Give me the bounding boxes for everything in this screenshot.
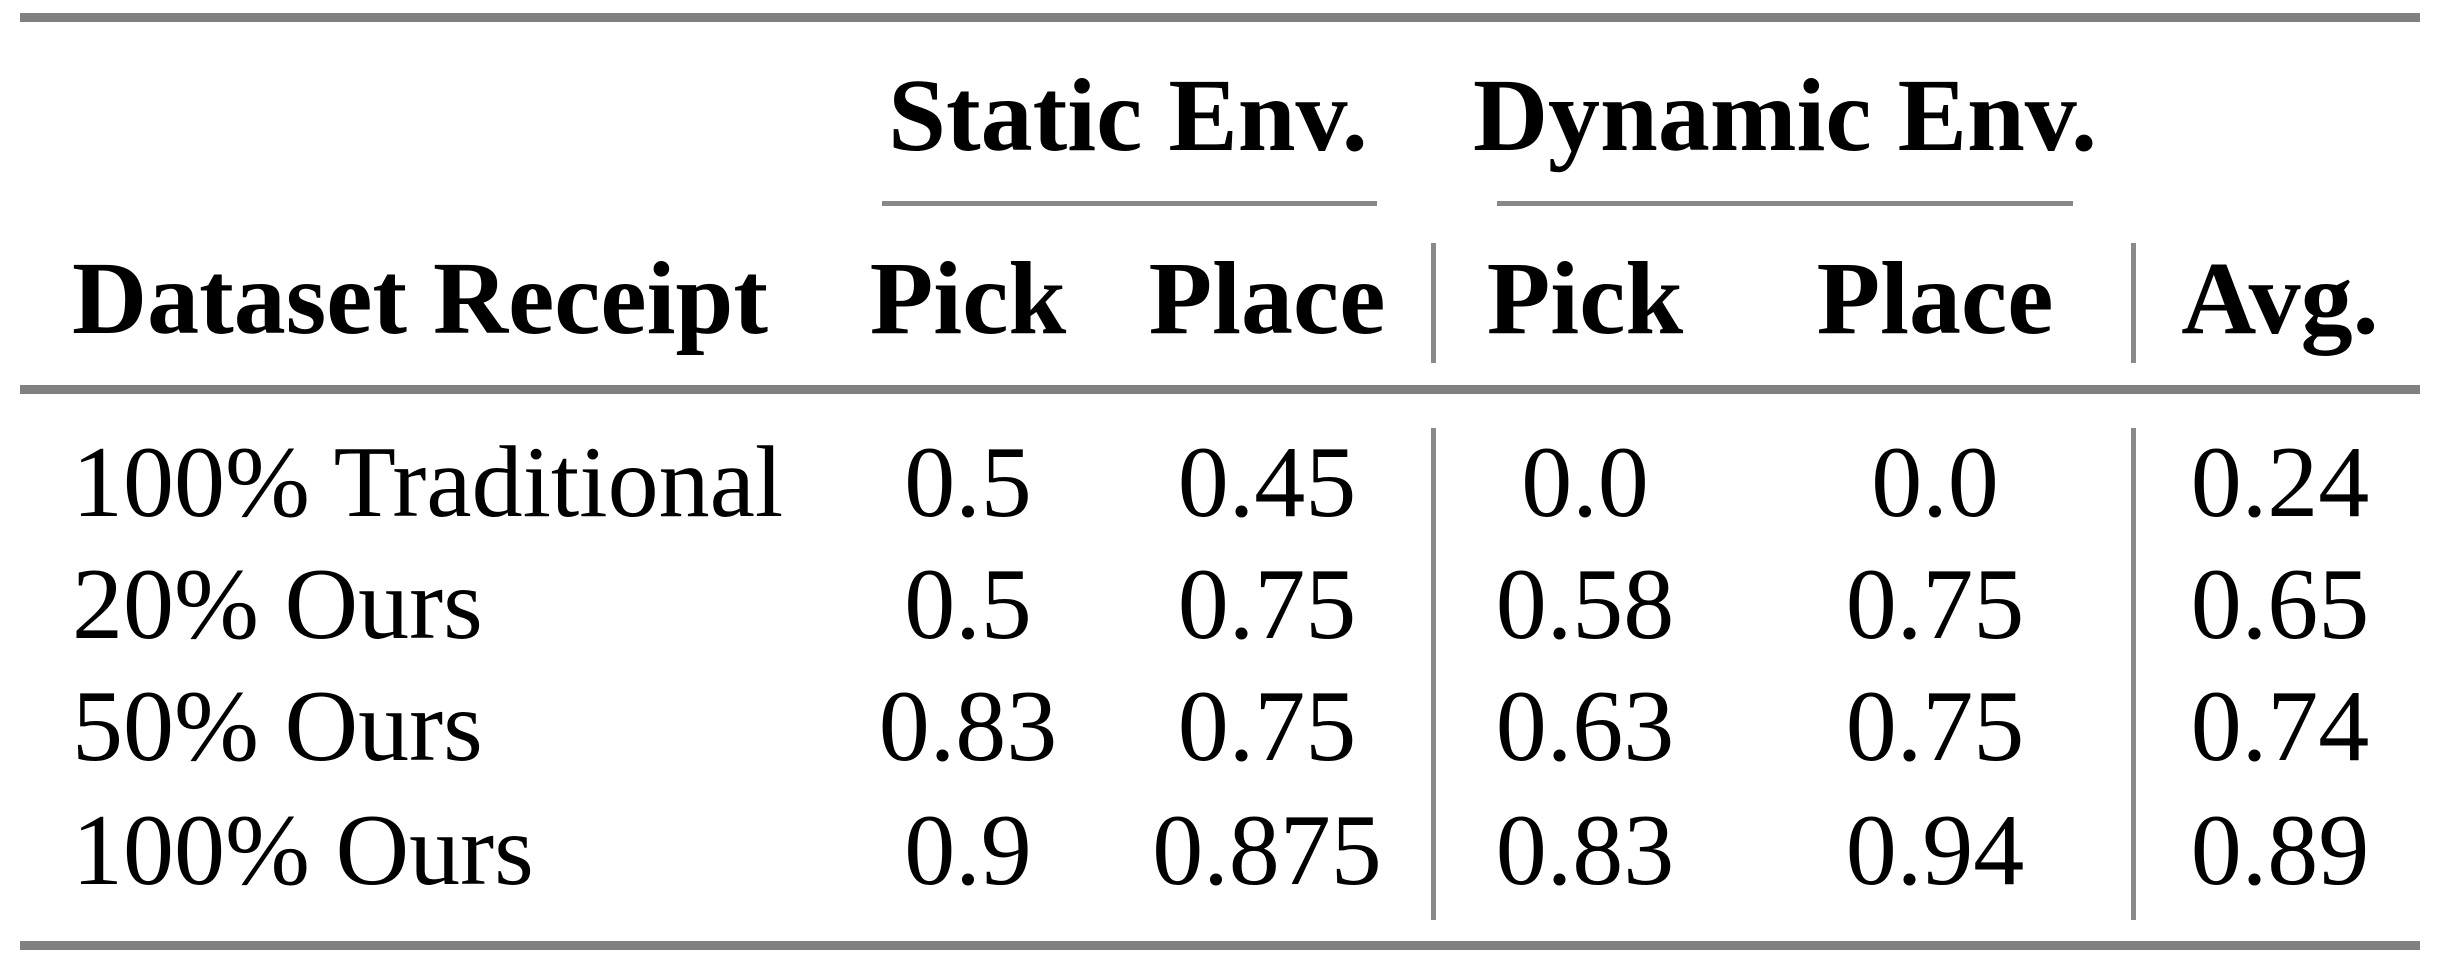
vertical-rule-dynamic-avg-header [2131,243,2136,363]
vertical-rule-static-dynamic-header [1431,243,1436,363]
static-env-cmidrule [882,201,1377,206]
table-cell: 0.63 [1495,669,1675,783]
table-cell: 0.5 [904,547,1032,661]
table-cell: 0.75 [1845,547,2025,661]
col-header-static-place: Place [1148,240,1386,356]
vertical-rule-dynamic-avg-body [2131,428,2136,920]
table-cell: 0.0 [1521,425,1649,539]
row-label: 20% Ours [72,547,483,661]
table-cell: 0.89 [2190,793,2370,907]
row-label: 100% Ours [72,793,534,907]
table-cell: 0.74 [2190,669,2370,783]
table-cell: 0.0 [1871,425,1999,539]
table-cell: 0.94 [1845,793,2025,907]
table-cell: 0.65 [2190,547,2370,661]
table-cell: 0.75 [1177,547,1357,661]
table-cell: 0.24 [2190,425,2370,539]
table-cell: 0.58 [1495,547,1675,661]
table-cell: 0.83 [878,669,1058,783]
top-rule [20,13,2420,22]
group-header-static-env: Static Env. [888,57,1368,173]
col-header-dynamic-place: Place [1816,240,2054,356]
col-header-avg: Avg. [2181,240,2379,356]
row-label: 100% Traditional [72,425,784,539]
table-cell: 0.83 [1495,793,1675,907]
col-header-dataset-receipt: Dataset Receipt [72,240,768,356]
table-cell: 0.875 [1152,793,1382,907]
bottom-rule [20,941,2420,950]
row-label: 50% Ours [72,669,483,783]
dynamic-env-cmidrule [1497,201,2073,206]
table-cell: 0.5 [904,425,1032,539]
col-header-static-pick: Pick [869,240,1067,356]
table-cell: 0.9 [904,793,1032,907]
header-separator-rule [20,385,2420,394]
col-header-dynamic-pick: Pick [1486,240,1684,356]
group-header-dynamic-env: Dynamic Env. [1472,57,2098,173]
table-cell: 0.45 [1177,425,1357,539]
table-cell: 0.75 [1177,669,1357,783]
table-cell: 0.75 [1845,669,2025,783]
vertical-rule-static-dynamic-body [1431,428,1436,920]
